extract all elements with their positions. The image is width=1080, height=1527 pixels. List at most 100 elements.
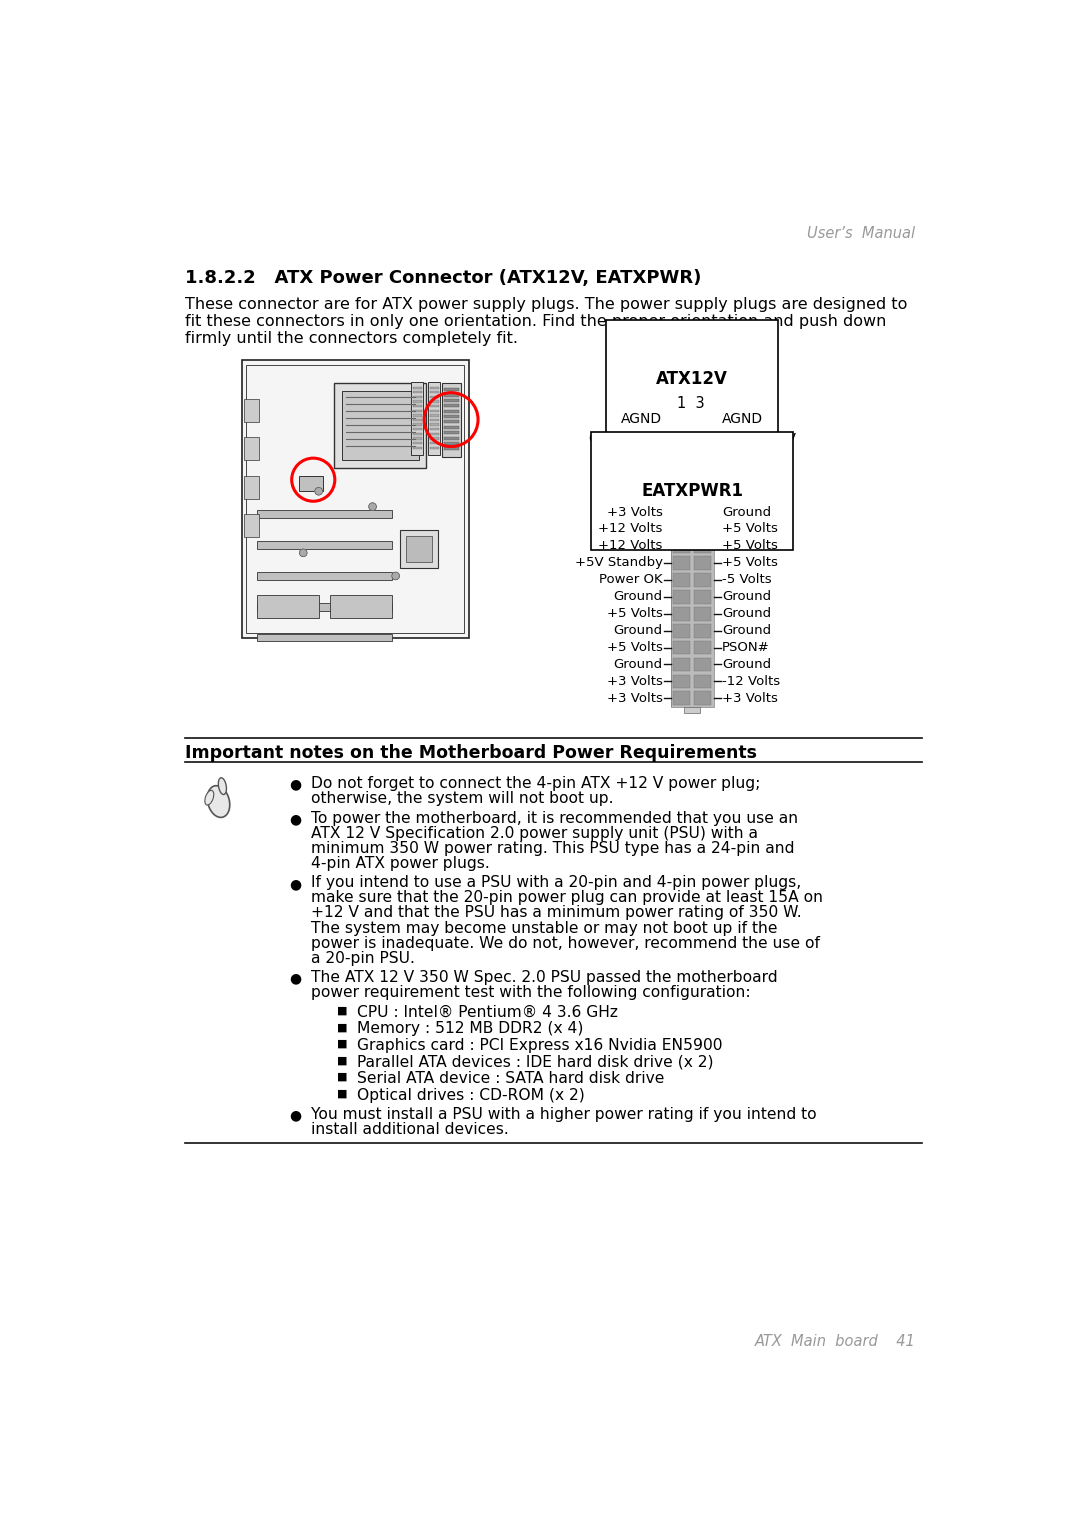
Bar <box>444 420 459 423</box>
Text: ATX  Main  board    41: ATX Main board 41 <box>755 1335 916 1350</box>
Circle shape <box>678 417 685 423</box>
Bar <box>673 539 690 553</box>
Text: +5 Volts: +5 Volts <box>607 641 663 654</box>
Bar <box>413 418 422 421</box>
Text: CPU_+12V: CPU_+12V <box>589 432 662 446</box>
Bar <box>428 382 441 455</box>
Text: CPU_+12V: CPU_+12V <box>723 432 796 446</box>
Bar <box>257 573 392 580</box>
Bar <box>442 383 461 457</box>
Text: Important notes on the Motherboard Power Requirements: Important notes on the Motherboard Power… <box>186 744 757 762</box>
Bar <box>242 360 469 638</box>
Bar <box>413 405 422 408</box>
Text: +12 Volts: +12 Volts <box>598 539 663 553</box>
Text: -5 Volts: -5 Volts <box>723 573 772 586</box>
Bar <box>430 391 438 394</box>
Text: 1  3: 1 3 <box>677 395 704 411</box>
Text: ■: ■ <box>337 1089 348 1098</box>
Bar <box>413 437 422 440</box>
Bar <box>673 573 690 586</box>
Bar <box>693 573 711 586</box>
Bar <box>693 539 711 553</box>
Bar <box>673 623 690 638</box>
Text: ●: ● <box>289 777 301 791</box>
Bar <box>673 522 690 536</box>
Bar <box>693 606 711 620</box>
Bar <box>693 589 711 603</box>
Bar <box>444 394 459 397</box>
Bar <box>671 504 715 707</box>
Text: EATXPWR1: EATXPWR1 <box>642 483 743 499</box>
Bar <box>693 505 711 519</box>
Bar <box>693 623 711 638</box>
Bar <box>411 382 423 455</box>
Text: +3 Volts: +3 Volts <box>607 675 663 689</box>
Bar <box>430 405 438 408</box>
Bar <box>413 414 422 417</box>
Bar <box>693 641 711 655</box>
Text: PSON#: PSON# <box>723 641 770 654</box>
Circle shape <box>368 502 377 510</box>
Text: Do not forget to connect the 4-pin ATX +12 V power plug;: Do not forget to connect the 4-pin ATX +… <box>311 776 760 791</box>
Bar <box>693 432 710 447</box>
Text: Graphics card : PCI Express x16 Nvidia EN5900: Graphics card : PCI Express x16 Nvidia E… <box>357 1038 723 1054</box>
Text: +5 Volts: +5 Volts <box>607 608 663 620</box>
Bar <box>430 395 438 399</box>
Bar <box>413 400 422 403</box>
Text: otherwise, the system will not boot up.: otherwise, the system will not boot up. <box>311 791 613 806</box>
Bar <box>693 556 711 570</box>
Text: power is inadequate. We do not, however, recommend the use of: power is inadequate. We do not, however,… <box>311 936 820 950</box>
Bar <box>693 658 711 672</box>
Bar <box>673 641 690 655</box>
Text: install additional devices.: install additional devices. <box>311 1122 509 1138</box>
Bar <box>673 675 690 689</box>
Circle shape <box>699 437 704 443</box>
Text: Optical drives : CD-ROM (x 2): Optical drives : CD-ROM (x 2) <box>357 1087 585 1102</box>
Text: 1.8.2.2   ATX Power Connector (ATX12V, EATXPWR): 1.8.2.2 ATX Power Connector (ATX12V, EAT… <box>186 269 702 287</box>
Bar <box>444 399 459 402</box>
Text: Ground: Ground <box>723 505 771 519</box>
Text: +5 Volts: +5 Volts <box>723 539 778 553</box>
Text: Ground: Ground <box>723 625 771 637</box>
Ellipse shape <box>207 786 230 817</box>
Circle shape <box>299 550 307 557</box>
Bar <box>693 412 710 428</box>
Bar <box>244 437 259 461</box>
Text: a 20-pin PSU.: a 20-pin PSU. <box>311 950 415 965</box>
Bar <box>413 386 422 389</box>
Bar <box>413 423 422 426</box>
Text: +5V Standby: +5V Standby <box>575 556 663 570</box>
Text: Parallel ATA devices : IDE hard disk drive (x 2): Parallel ATA devices : IDE hard disk dri… <box>357 1055 714 1069</box>
Bar <box>430 441 438 444</box>
Text: ■: ■ <box>337 1022 348 1032</box>
Text: firmly until the connectors completely fit.: firmly until the connectors completely f… <box>186 331 518 347</box>
Text: You must install a PSU with a higher power rating if you intend to: You must install a PSU with a higher pow… <box>311 1107 816 1122</box>
Text: +3 Volts: +3 Volts <box>607 505 663 519</box>
Bar <box>674 412 689 428</box>
Bar <box>673 556 690 570</box>
Text: The system may become unstable or may not boot up if the: The system may become unstable or may no… <box>311 921 778 936</box>
Text: Memory : 512 MB DDR2 (x 4): Memory : 512 MB DDR2 (x 4) <box>357 1022 583 1037</box>
Bar <box>430 386 438 389</box>
Bar <box>413 446 422 449</box>
Bar <box>430 432 438 435</box>
Bar <box>299 476 323 492</box>
Text: power requirement test with the following configuration:: power requirement test with the followin… <box>311 985 751 1000</box>
Text: +5 Volts: +5 Volts <box>723 556 778 570</box>
Bar <box>430 418 438 421</box>
Text: Ground: Ground <box>613 591 663 603</box>
Text: +3 Volts: +3 Volts <box>607 692 663 705</box>
Circle shape <box>699 417 704 423</box>
Bar <box>330 596 392 618</box>
Text: Serial ATA device : SATA hard disk drive: Serial ATA device : SATA hard disk drive <box>357 1070 664 1086</box>
Bar <box>413 428 422 431</box>
Bar <box>257 510 392 518</box>
Text: AGND: AGND <box>621 412 662 426</box>
Bar <box>430 400 438 403</box>
Text: To power the motherboard, it is recommended that you use an: To power the motherboard, it is recommen… <box>311 811 798 826</box>
Text: Ground: Ground <box>723 591 771 603</box>
Text: ■: ■ <box>337 1038 348 1049</box>
Text: Ground: Ground <box>613 658 663 670</box>
Circle shape <box>392 573 400 580</box>
Text: ATX 12 V Specification 2.0 power supply unit (PSU) with a: ATX 12 V Specification 2.0 power supply … <box>311 826 758 841</box>
